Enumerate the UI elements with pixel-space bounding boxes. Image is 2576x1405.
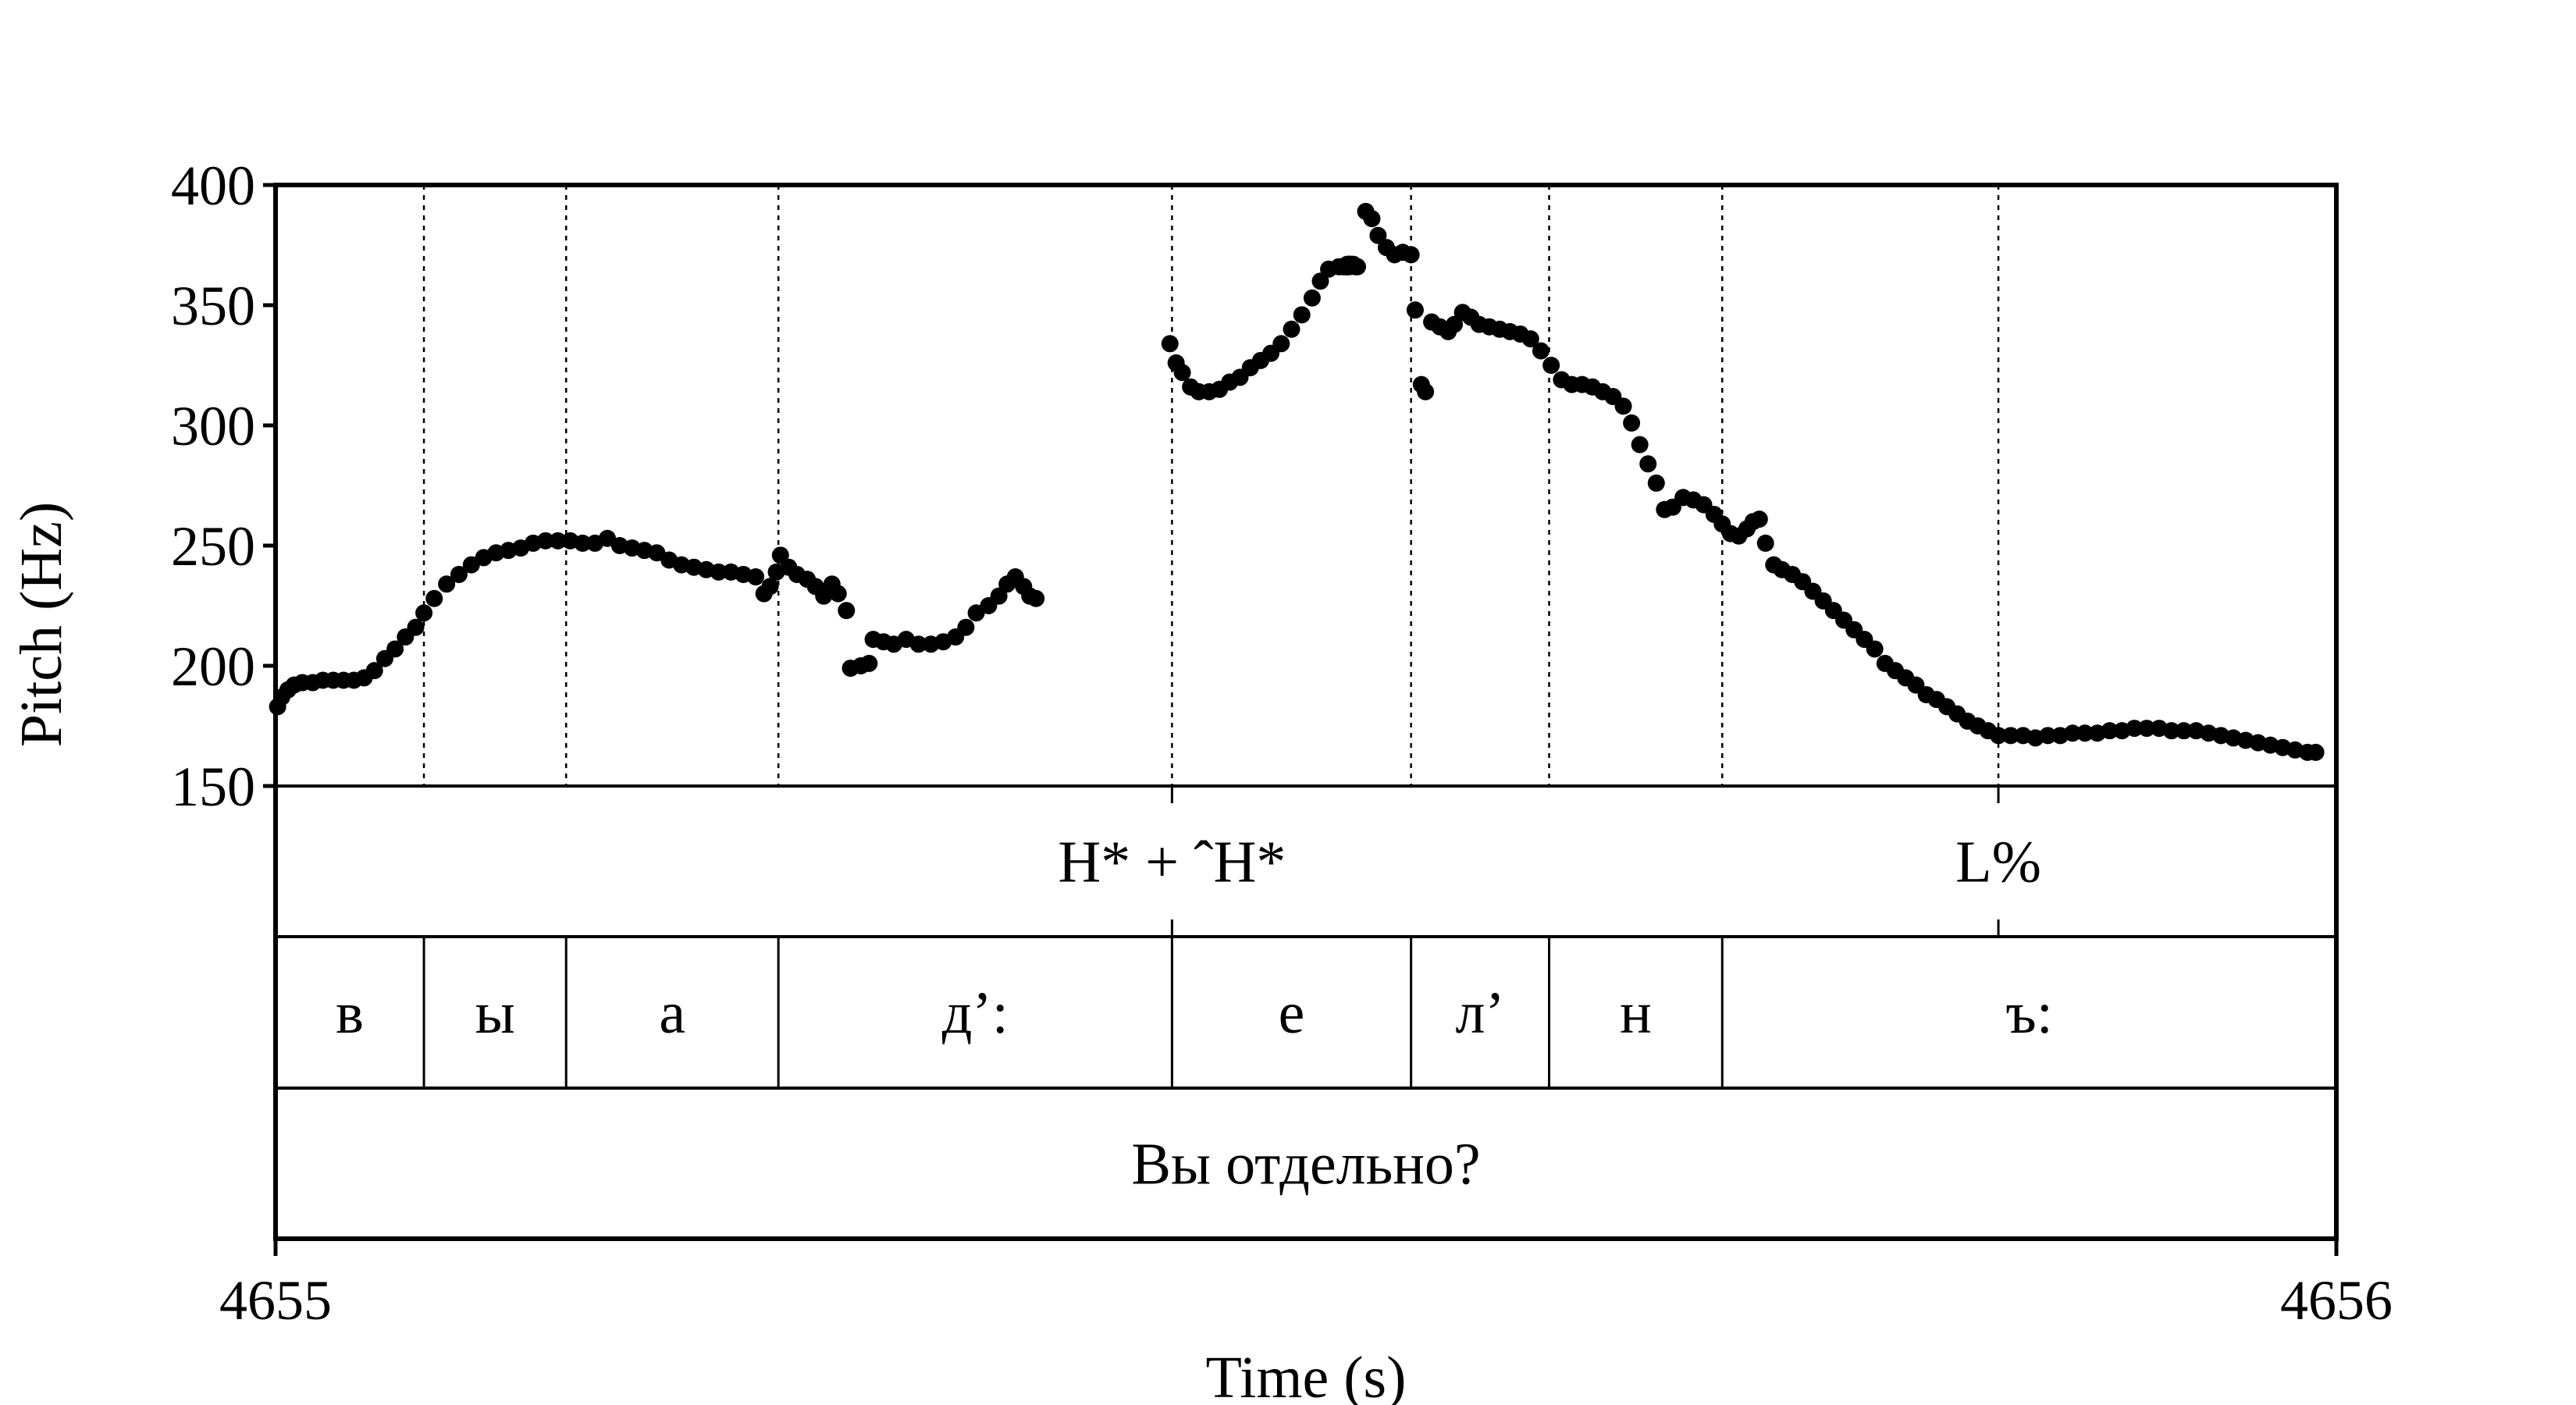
pitch-point [829, 585, 847, 603]
pitch-point [1363, 210, 1381, 228]
pitch-point [1283, 320, 1300, 338]
pitch-point [1272, 335, 1290, 353]
pitch-point [1311, 272, 1329, 290]
annotation-tiers: H* + ˆH* L% в ы а д’: е л’ н ъ: Вы отдельно? [336, 786, 2053, 1197]
pitch-point [1521, 330, 1539, 348]
pitch-point [1647, 474, 1665, 492]
pitch-point [1303, 289, 1321, 307]
segment-label: а [659, 980, 685, 1046]
y-tick-label: 400 [171, 155, 255, 217]
pitch-point [957, 618, 975, 636]
pitch-point [1623, 414, 1641, 432]
x-axis-ticks: 4655 4656 [219, 1239, 2393, 1332]
pitch-point [1406, 301, 1424, 319]
y-tick-label: 350 [171, 275, 255, 337]
pitch-point [415, 604, 433, 622]
y-tick-label: 200 [171, 635, 255, 698]
pitch-point [1446, 315, 1464, 333]
pitch-point [450, 565, 468, 583]
pitch-point [2076, 724, 2094, 742]
pitch-point [2162, 722, 2180, 740]
pitch-point [1173, 364, 1191, 382]
tone-label: H* + ˆH* [1058, 830, 1286, 895]
segment-label: л’ [1455, 980, 1504, 1046]
pitch-point [990, 587, 1008, 605]
y-axis-ticks: 400 350 300 250 200 150 [171, 155, 276, 818]
pitch-point [2126, 720, 2144, 738]
pitch-point [407, 618, 425, 636]
y-axis-title: Pitch (Hz) [9, 502, 74, 747]
utterance-label: Вы отдельно? [1131, 1132, 1480, 1197]
segment-label: в [336, 980, 364, 1046]
pitch-point [386, 640, 404, 658]
pitch-point [1402, 246, 1420, 264]
pitch-point [2138, 720, 2156, 738]
pitch-point [1027, 589, 1045, 607]
pitch-point [761, 578, 779, 596]
pitch-point [1990, 727, 2008, 745]
y-tick-label: 250 [171, 515, 255, 578]
plot-area-frame [273, 183, 2339, 1241]
pitch-point [425, 589, 443, 607]
pitch-point [1750, 510, 1768, 528]
pitch-point [1866, 640, 1884, 658]
pitch-point [1639, 455, 1657, 473]
pitch-point [2175, 722, 2193, 740]
segment-label: ъ: [2005, 980, 2052, 1046]
x-axis-title: Time (s) [1206, 1345, 1407, 1405]
segment-label: д’: [942, 980, 1009, 1046]
pitch-point [710, 563, 728, 581]
y-tick-label: 150 [171, 756, 255, 818]
pitch-point [1161, 335, 1179, 353]
segment-label: ы [475, 980, 515, 1046]
pitch-point [1532, 342, 1550, 360]
y-tick-label: 300 [171, 395, 255, 457]
pitch-point [1542, 357, 1560, 374]
pitch-point [1631, 436, 1649, 454]
pitch-point [1417, 382, 1435, 400]
segment-label: н [1620, 980, 1652, 1046]
pitch-point [1340, 258, 1358, 276]
segment-label: е [1279, 980, 1305, 1046]
pitch-point [815, 587, 833, 605]
tone-label: L% [1955, 830, 2041, 895]
x-tick-label: 4656 [2280, 1269, 2393, 1332]
pitch-point [860, 654, 878, 672]
pitch-point [771, 546, 789, 564]
pitch-point [838, 602, 856, 620]
pitch-point [549, 532, 567, 550]
pitch-point [2101, 722, 2119, 740]
pitch-point [574, 534, 592, 552]
pitch-point [2001, 727, 2019, 745]
pitch-point [1369, 226, 1387, 244]
pitch-point [1614, 397, 1632, 415]
pitch-point [1756, 534, 1774, 552]
x-tick-label: 4655 [219, 1269, 332, 1332]
pitch-point [1293, 306, 1311, 324]
pitch-point [2307, 743, 2325, 761]
pitch-point [909, 635, 927, 653]
pitch-point [365, 662, 383, 680]
pitch-point [747, 568, 765, 586]
pitch-point [536, 532, 554, 550]
pitch-point [2039, 727, 2057, 745]
pitch-points [269, 202, 2325, 761]
pitch-point [438, 575, 456, 593]
pitch-point [2064, 724, 2082, 742]
segment-boundary-lines [422, 185, 2000, 786]
